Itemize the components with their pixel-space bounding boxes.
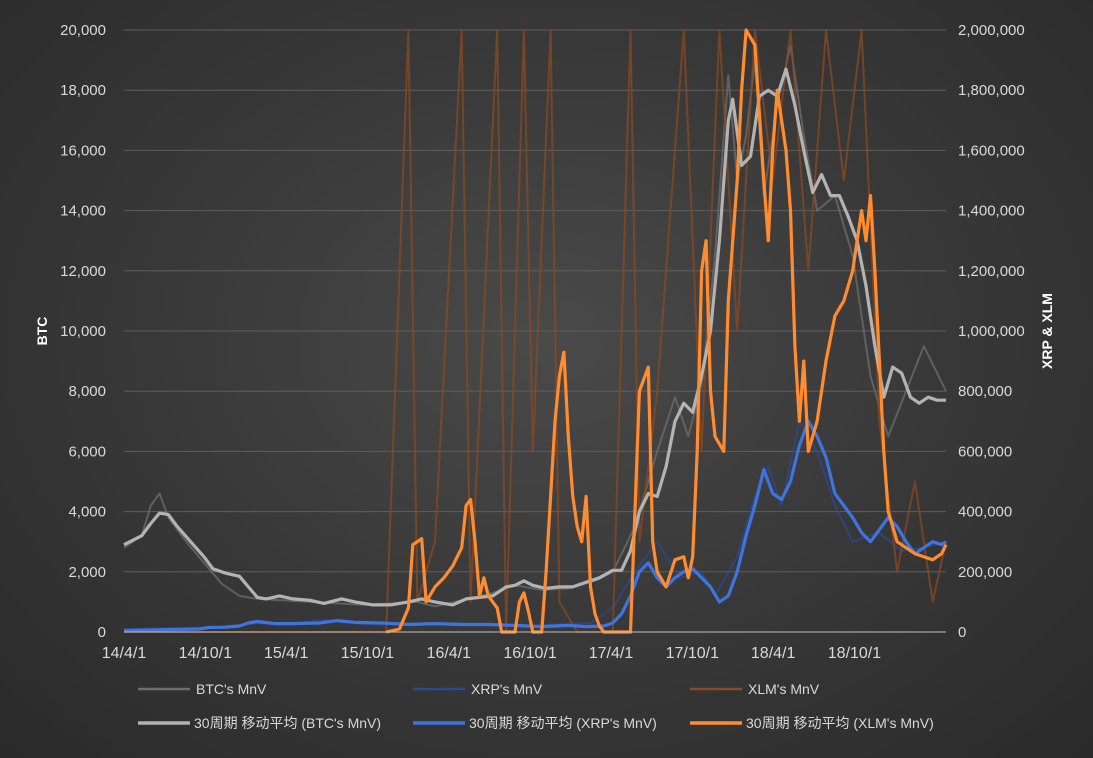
x-tick-label: 18/4/1 <box>751 645 796 662</box>
y-right-tick-label: 1,400,000 <box>958 203 1025 220</box>
y-right-tick-label: 1,200,000 <box>958 263 1025 280</box>
y-left-tick-label: 14,000 <box>60 203 106 220</box>
y-axis-right-ticks: 0 200,000 400,000 600,000 800,000 1,000,000 1,… <box>958 22 1025 641</box>
y-right-tick-label: 1,600,000 <box>958 142 1025 159</box>
y-right-tick-label: 1,800,000 <box>958 82 1025 99</box>
gridlines <box>124 29 946 573</box>
x-tick-label: 18/10/1 <box>828 645 881 662</box>
legend: BTC's MnV XRP's MnV XLM's MnV 30周期 移动平均 (BT… <box>138 681 934 731</box>
legend-label: 30周期 移动平均 (XLM's MnV) <box>746 715 934 731</box>
x-tick-label: 17/10/1 <box>666 645 719 662</box>
x-tick-label: 15/10/1 <box>341 645 394 662</box>
y-left-tick-label: 4,000 <box>68 504 106 521</box>
y-left-tick-label: 6,000 <box>68 443 106 460</box>
series-line-5 <box>385 28 948 634</box>
x-tick-label: 16/10/1 <box>503 645 556 662</box>
y-left-tick-label: 18,000 <box>60 82 106 99</box>
x-tick-label: 17/4/1 <box>589 645 634 662</box>
y-left-tick-label: 16,000 <box>60 142 106 159</box>
average-series-layer <box>123 28 948 634</box>
y-left-tick-label: 2,000 <box>68 564 106 581</box>
y-left-tick-label: 12,000 <box>60 263 106 280</box>
series-line-3 <box>123 67 946 607</box>
y-right-tick-label: 400,000 <box>958 504 1012 521</box>
y-right-tick-label: 2,000,000 <box>958 22 1025 39</box>
y-left-tick-label: 20,000 <box>60 22 106 39</box>
x-tick-label: 14/10/1 <box>179 645 232 662</box>
y-left-tick-label: 0 <box>98 624 106 641</box>
legend-label: XRP's MnV <box>471 681 543 697</box>
y-right-tick-label: 600,000 <box>958 443 1012 460</box>
x-tick-label: 16/4/1 <box>427 645 472 662</box>
x-axis-ticks: 14/4/1 14/10/1 15/4/1 15/10/1 16/4/1 16/10/1 1… <box>102 645 882 662</box>
series-line-2 <box>124 29 947 633</box>
legend-label: XLM's MnV <box>748 681 820 697</box>
series-line-0 <box>123 44 947 608</box>
y-axis-right-title: XRP & XLM <box>1039 293 1055 369</box>
y-right-tick-label: 1,000,000 <box>958 323 1025 340</box>
legend-label: 30周期 移动平均 (BTC's MnV) <box>194 715 381 731</box>
y-left-tick-label: 10,000 <box>60 323 106 340</box>
y-axis-left-title: BTC <box>34 317 50 346</box>
y-right-tick-label: 200,000 <box>958 564 1012 581</box>
x-tick-label: 14/4/1 <box>102 645 147 662</box>
x-tick-label: 15/4/1 <box>264 645 309 662</box>
legend-label: BTC's MnV <box>196 681 267 697</box>
series-line-4 <box>123 419 947 633</box>
y-axis-left-ticks: 0 2,000 4,000 6,000 8,000 10,000 12,000 14,000 1… <box>60 22 106 641</box>
y-right-tick-label: 800,000 <box>958 383 1012 400</box>
y-left-tick-label: 8,000 <box>68 383 106 400</box>
y-right-tick-label: 0 <box>958 624 966 641</box>
legend-label: 30周期 移动平均 (XRP's MnV) <box>469 715 657 731</box>
